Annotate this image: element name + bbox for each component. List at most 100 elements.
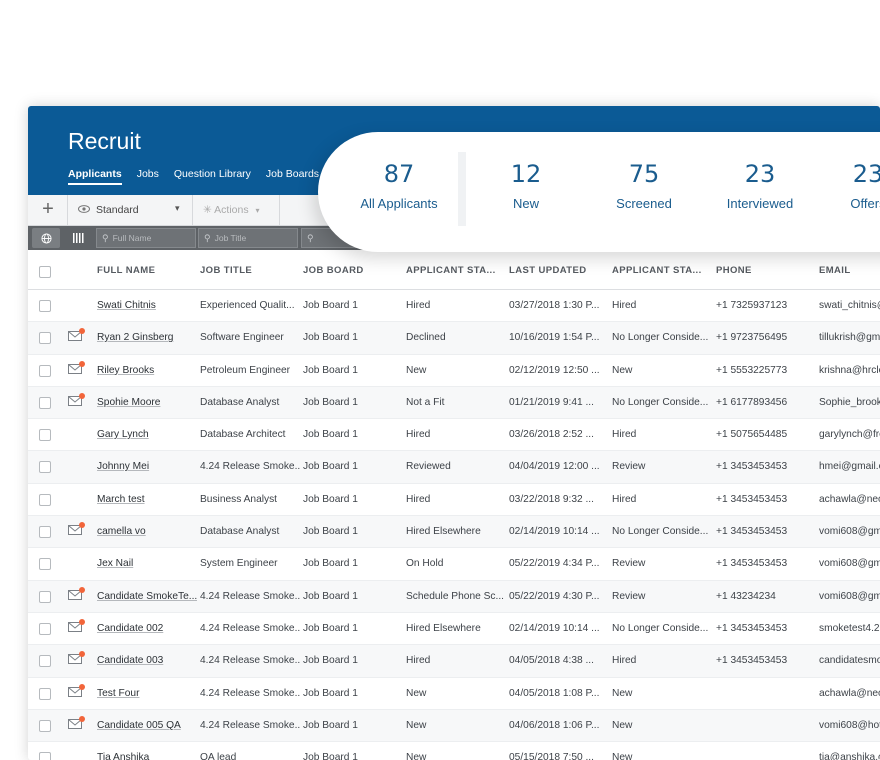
row-checkbox[interactable] <box>39 332 51 345</box>
row-checkbox[interactable] <box>39 590 51 603</box>
nav-jobs[interactable]: Jobs <box>136 168 159 180</box>
stat-count: 87 <box>383 160 415 188</box>
stat-screened[interactable]: 75 Screened <box>586 152 702 226</box>
row-checkbox[interactable] <box>39 526 51 539</box>
column-header[interactable]: FULL NAME <box>97 265 156 276</box>
full-name-filter-placeholder: Full Name <box>112 233 152 243</box>
applicant-name[interactable]: Candidate 003 <box>97 655 164 667</box>
row-checkbox[interactable] <box>39 752 51 760</box>
applicant-name[interactable]: camella vo <box>97 526 146 538</box>
applicant-name[interactable]: Ryan 2 Ginsberg <box>97 332 174 344</box>
applicant-name[interactable]: Candidate SmokeTe... <box>97 590 197 602</box>
applicant-name[interactable]: Johnny Mei <box>97 461 150 473</box>
nav-question-library[interactable]: Question Library <box>173 168 251 180</box>
row-checkbox[interactable] <box>39 396 51 409</box>
nav-job-boards[interactable]: Job Boards <box>265 168 320 180</box>
row-checkbox[interactable] <box>39 429 51 442</box>
table-row[interactable]: Spohie Moore Database Analyst Job Board 1 N… <box>28 386 880 420</box>
applicant-name[interactable]: Gary Lynch <box>97 429 149 441</box>
unread-badge <box>79 522 85 529</box>
table-row[interactable]: Test Four 4.24 Release Smoke... Job Board … <box>28 678 880 710</box>
last-updated-cell: 02/14/2019 10:14 ... <box>509 526 600 538</box>
row-checkbox[interactable] <box>39 364 51 377</box>
row-checkbox[interactable] <box>39 461 51 474</box>
table-row[interactable]: Swati Chitnis Experienced Qualit... Job Bo… <box>28 290 880 323</box>
table-row[interactable]: Tia Anshika QA lead Job Board 1 New 05/15/20… <box>28 742 880 760</box>
applicant-status-cell: New <box>406 752 427 760</box>
view-select[interactable]: Standard <box>78 204 139 216</box>
columns-icon[interactable] <box>64 228 92 248</box>
applicant-name[interactable]: Test Four <box>97 687 140 699</box>
toolbar-divider <box>279 195 280 225</box>
table-row[interactable]: Ryan 2 Ginsberg Software Engineer Job Boar… <box>28 322 880 355</box>
stat-all-applicants[interactable]: 87 All Applicants <box>340 152 458 226</box>
globe-icon[interactable] <box>32 228 60 248</box>
stat-interviewed[interactable]: 23 Interviewed <box>702 152 818 226</box>
email-cell: garylynch@fre <box>819 429 880 441</box>
email-cell: Sophie_brook <box>819 396 880 408</box>
applicant-name[interactable]: Candidate 002 <box>97 622 164 634</box>
applicant-name[interactable]: Jex Nail <box>97 558 134 570</box>
email-cell: vomi608@gma <box>819 590 880 602</box>
email-cell: candidatesmo <box>819 655 880 667</box>
applicant-name[interactable]: Riley Brooks <box>97 364 155 376</box>
email-cell: achawla@neo <box>819 687 880 699</box>
envelope-icon[interactable] <box>68 331 82 342</box>
table-row[interactable]: Jex Nail System Engineer Job Board 1 On Hol… <box>28 548 880 581</box>
row-checkbox[interactable] <box>39 622 51 635</box>
nav-applicants[interactable]: Applicants <box>68 168 122 185</box>
table-row[interactable]: Candidate 005 QA 4.24 Release Smoke... Job… <box>28 709 880 743</box>
table-row[interactable]: Candidate 002 4.24 Release Smoke... Job Bo… <box>28 613 880 646</box>
table-row[interactable]: Riley Brooks Petroleum Engineer Job Board … <box>28 355 880 387</box>
applicant-stage-cell: No Longer Conside... <box>612 396 709 408</box>
select-all-checkbox[interactable] <box>39 266 51 278</box>
email-cell: swati_chitnis@ <box>819 300 880 311</box>
phone-cell: +1 3453453453 <box>716 526 788 538</box>
job-title-cell: 4.24 Release Smoke... <box>200 590 300 602</box>
applicant-name[interactable]: Swati Chitnis <box>97 300 156 311</box>
job-board-cell: Job Board 1 <box>303 396 358 408</box>
stat-offers[interactable]: 23 Offers <box>818 152 880 226</box>
applicant-status-cell: Hired <box>406 493 431 505</box>
table-row[interactable]: Candidate 003 4.24 Release Smoke... Job Bo… <box>28 645 880 678</box>
table-row[interactable]: Candidate SmokeTe... 4.24 Release Smoke..… <box>28 580 880 613</box>
column-header[interactable]: JOB BOARD <box>303 265 364 276</box>
row-checkbox[interactable] <box>39 719 51 732</box>
applicant-name[interactable]: Candidate 005 QA <box>97 719 181 731</box>
table-row[interactable]: camella vo Database Analyst Job Board 1 Hir… <box>28 516 880 549</box>
applicant-stage-cell: Review <box>612 590 646 602</box>
envelope-icon[interactable] <box>68 654 82 665</box>
table-row[interactable]: Gary Lynch Database Architect Job Board 1 H… <box>28 419 880 452</box>
job-title-cell: 4.24 Release Smoke... <box>200 687 300 699</box>
row-checkbox[interactable] <box>39 558 51 571</box>
unread-badge <box>79 392 85 399</box>
actions-menu[interactable]: ✳ Actions ▾ <box>203 204 260 216</box>
last-updated-cell: 02/12/2019 12:50 ... <box>509 364 600 376</box>
full-name-filter[interactable]: ⚲ Full Name <box>96 228 196 248</box>
table-row[interactable]: March test Business Analyst Job Board 1 Hir… <box>28 484 880 517</box>
column-header[interactable]: EMAIL <box>819 265 851 276</box>
column-header[interactable]: JOB TITLE <box>200 265 253 276</box>
table-row[interactable]: Johnny Mei 4.24 Release Smoke... Job Board… <box>28 451 880 484</box>
row-checkbox[interactable] <box>39 493 51 506</box>
column-header[interactable]: PHONE <box>716 265 752 276</box>
applicant-name[interactable]: March test <box>97 493 145 505</box>
applicant-stage-cell: No Longer Conside... <box>612 332 709 344</box>
unread-badge <box>79 586 85 593</box>
add-button[interactable]: + <box>42 198 54 220</box>
column-header[interactable]: LAST UPDATED <box>509 265 587 276</box>
stat-new[interactable]: 12 New <box>466 152 586 226</box>
applicant-stage-cell: No Longer Conside... <box>612 526 709 538</box>
job-title-cell: Software Engineer <box>200 332 284 344</box>
column-header[interactable]: APPLICANT STA... <box>406 265 496 276</box>
job-title-filter[interactable]: ⚲ Job Title <box>198 228 298 248</box>
job-title-filter-placeholder: Job Title <box>214 233 247 243</box>
search-icon: ⚲ <box>102 232 109 243</box>
row-checkbox[interactable] <box>39 655 51 668</box>
column-header[interactable]: APPLICANT STA... <box>612 265 702 276</box>
stat-count: 23 <box>852 160 880 188</box>
row-checkbox[interactable] <box>39 300 51 312</box>
applicant-name[interactable]: Spohie Moore <box>97 396 161 408</box>
row-checkbox[interactable] <box>39 687 51 700</box>
applicant-name[interactable]: Tia Anshika <box>97 752 150 760</box>
